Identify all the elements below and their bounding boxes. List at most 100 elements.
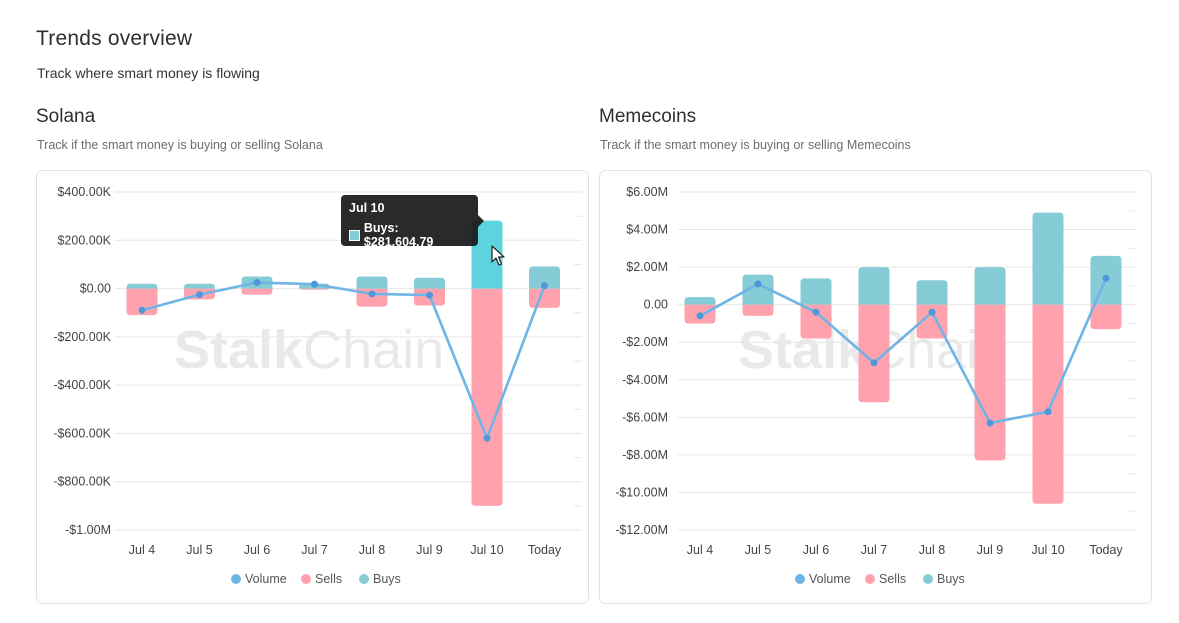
solana-section-description: Track if the smart money is buying or se…	[37, 138, 323, 152]
solana-legend-item-volume[interactable]: Volume	[231, 572, 287, 586]
memecoins-section-description: Track if the smart money is buying or se…	[600, 138, 911, 152]
memecoins-sells-bar[interactable]	[742, 304, 774, 316]
memecoins-x-tick-label: Jul 10	[1031, 543, 1064, 557]
solana-sells-bar[interactable]	[299, 285, 330, 290]
memecoins-volume-point[interactable]	[696, 312, 704, 320]
solana-sells-bar[interactable]	[529, 288, 560, 308]
memecoins-y-tick-label: 0.00	[644, 298, 668, 312]
memecoins-volume-point[interactable]	[1102, 274, 1110, 282]
solana-buys-bar[interactable]	[471, 220, 503, 289]
memecoins-chart[interactable]: $6.00M $4.00M $2.00M 0.00 -$2.00M -$4.00M -$6.…	[600, 171, 1153, 605]
solana-volume-point[interactable]	[138, 306, 146, 314]
solana-legend-item-buys[interactable]: Buys	[359, 572, 401, 586]
solana-volume-line	[141, 281, 546, 440]
tooltip-buys-swatch	[349, 229, 360, 241]
solana-y-tick-label: $200.00K	[57, 233, 111, 247]
solana-volume-point[interactable]	[541, 282, 548, 290]
memecoins-volume-point[interactable]	[1044, 408, 1052, 416]
solana-y-tick-label: -$600.00K	[53, 426, 111, 440]
memecoins-legend-item-buys[interactable]: Buys	[923, 572, 965, 586]
memecoins-buys-bar[interactable]	[916, 280, 948, 305]
solana-volume-point[interactable]	[483, 434, 491, 442]
solana-y-tick-label: $400.00K	[57, 185, 111, 199]
memecoins-buys-bar[interactable]	[742, 274, 774, 305]
memecoins-legend-label: Buys	[937, 572, 965, 586]
solana-legend-dot	[301, 574, 311, 584]
memecoins-y-tick-label: $6.00M	[626, 185, 668, 199]
solana-volume-point[interactable]	[368, 290, 376, 298]
solana-legend-item-sells[interactable]: Sells	[301, 572, 342, 586]
memecoins-buys-bar[interactable]	[858, 267, 890, 305]
memecoins-sells-bar[interactable]	[974, 304, 1006, 461]
tooltip-row: Buys: $281,604.79	[349, 221, 470, 249]
memecoins-buys-bar[interactable]	[1032, 212, 1064, 305]
memecoins-legend-dot	[795, 574, 805, 584]
memecoins-buys-bar[interactable]	[684, 297, 716, 305]
memecoins-legend-label: Volume	[809, 572, 851, 586]
solana-x-tick-label: Jul 10	[470, 543, 503, 557]
solana-volume-point[interactable]	[311, 280, 318, 288]
memecoins-volume-point[interactable]	[812, 308, 820, 316]
solana-chart-card: $400.00K $200.00K $0.00 -$200.00K -$400.00K -…	[36, 170, 589, 604]
memecoins-legend-item-sells[interactable]: Sells	[865, 572, 906, 586]
memecoins-x-tick-label: Jul 6	[803, 543, 829, 557]
solana-buys-bar[interactable]	[529, 266, 560, 289]
memecoins-volume-point[interactable]	[870, 359, 878, 367]
memecoins-sells-bar[interactable]	[1090, 304, 1122, 330]
memecoins-volume-point[interactable]	[986, 419, 994, 427]
solana-x-tick-label: Today	[528, 543, 562, 557]
solana-legend-label: Volume	[245, 572, 287, 586]
solana-y-tick-label: -$800.00K	[53, 475, 111, 489]
solana-sells-bar[interactable]	[471, 288, 503, 506]
solana-buys-bar[interactable]	[126, 283, 158, 289]
memecoins-y-tick-label: -$4.00M	[622, 373, 668, 387]
page-subtitle: Track where smart money is flowing	[37, 65, 260, 81]
memecoins-y-tick-label: -$8.00M	[622, 448, 668, 462]
solana-buys-bar[interactable]	[414, 277, 445, 289]
memecoins-y-tick-label: -$2.00M	[622, 335, 668, 349]
solana-y-tick-label: $0.00	[80, 282, 111, 296]
memecoins-x-tick-label: Jul 7	[861, 543, 887, 557]
solana-legend-dot	[359, 574, 369, 584]
solana-volume-point[interactable]	[196, 291, 203, 299]
solana-buys-bar[interactable]	[184, 283, 215, 289]
memecoins-chart-card: $6.00M $4.00M $2.00M 0.00 -$2.00M -$4.00M -$6.…	[599, 170, 1152, 604]
memecoins-sells-bar[interactable]	[916, 304, 948, 339]
memecoins-sells-bar[interactable]	[858, 304, 890, 403]
memecoins-legend-dot	[865, 574, 875, 584]
solana-chart[interactable]: $400.00K $200.00K $0.00 -$200.00K -$400.00K -…	[37, 171, 590, 605]
page-title: Trends overview	[36, 27, 193, 50]
memecoins-volume-point[interactable]	[754, 280, 762, 288]
memecoins-y-tick-label: -$10.00M	[615, 485, 668, 499]
chart-tooltip: Jul 10 Buys: $281,604.79	[341, 195, 478, 249]
tooltip-caret	[478, 215, 484, 227]
memecoins-volume-line	[699, 277, 1108, 425]
solana-legend-label: Sells	[315, 572, 342, 586]
solana-y-tick-label: -$400.00K	[53, 378, 111, 392]
memecoins-y-tick-label: -$12.00M	[615, 523, 668, 537]
memecoins-x-tick-label: Jul 9	[977, 543, 1003, 557]
solana-x-tick-label: Jul 4	[129, 543, 155, 557]
solana-volume-point[interactable]	[426, 291, 433, 299]
memecoins-x-tick-label: Jul 4	[687, 543, 713, 557]
solana-x-tick-label: Jul 7	[301, 543, 327, 557]
memecoins-x-tick-label: Today	[1089, 543, 1123, 557]
memecoins-sells-bar[interactable]	[800, 304, 832, 339]
solana-sells-bar[interactable]	[241, 288, 273, 295]
memecoins-sells-bar[interactable]	[1032, 304, 1064, 504]
solana-buys-bar[interactable]	[356, 276, 388, 289]
solana-x-tick-label: Jul 5	[186, 543, 212, 557]
solana-x-tick-label: Jul 6	[244, 543, 270, 557]
memecoins-buys-bar[interactable]	[974, 267, 1006, 305]
memecoins-x-tick-label: Jul 5	[745, 543, 771, 557]
solana-watermark: StalkChain	[174, 320, 444, 380]
solana-section-title: Solana	[36, 106, 96, 127]
memecoins-y-tick-label: $2.00M	[626, 260, 668, 274]
memecoins-volume-point[interactable]	[928, 308, 936, 316]
solana-y-tick-label: -$1.00M	[65, 523, 111, 537]
memecoins-legend-item-volume[interactable]: Volume	[795, 572, 851, 586]
solana-volume-point[interactable]	[253, 279, 261, 287]
memecoins-buys-bar[interactable]	[800, 278, 832, 305]
solana-y-tick-label: -$200.00K	[53, 330, 111, 344]
